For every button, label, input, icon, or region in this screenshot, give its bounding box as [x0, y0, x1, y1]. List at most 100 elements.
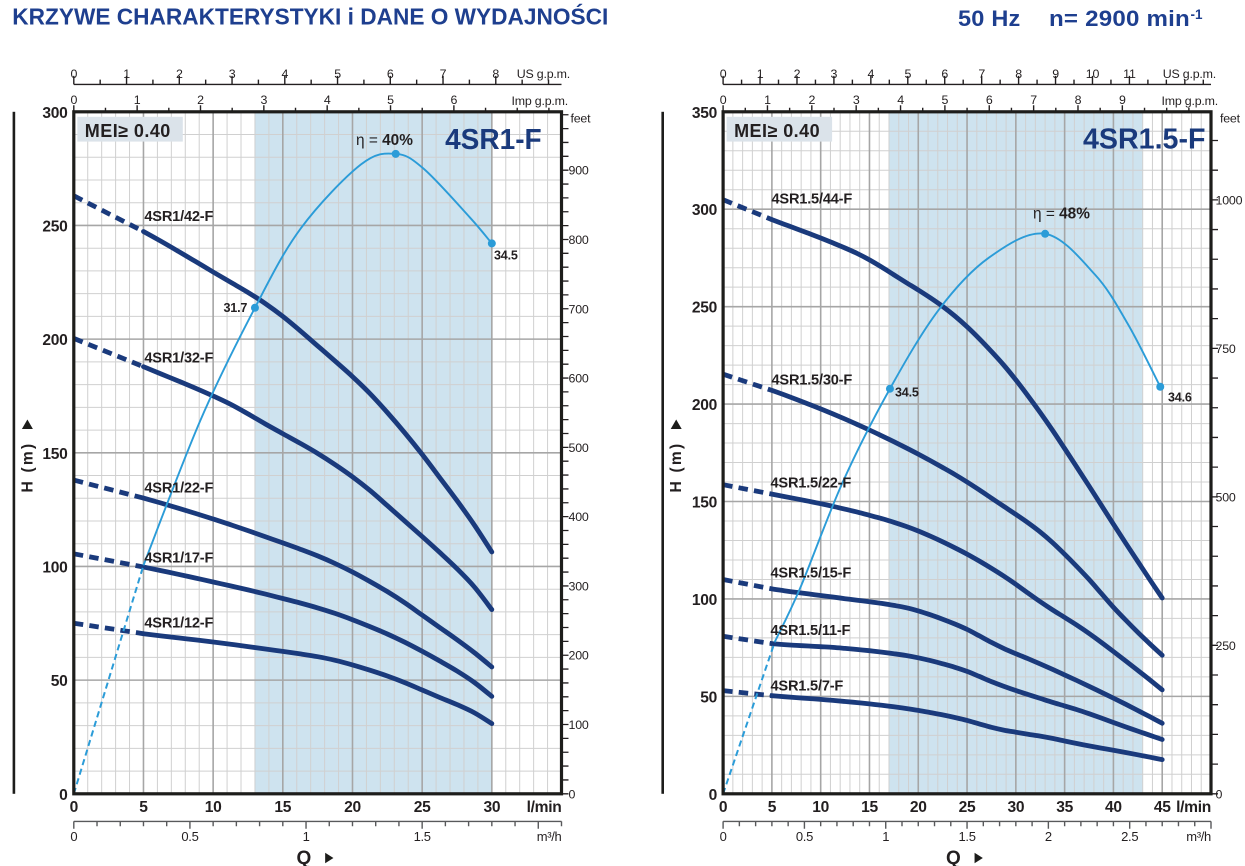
svg-text:500: 500: [1216, 490, 1236, 504]
svg-text:20: 20: [910, 799, 927, 816]
svg-text:4SR1/12-F: 4SR1/12-F: [144, 616, 213, 632]
svg-text:4SR1.5/7-F: 4SR1.5/7-F: [771, 679, 844, 695]
svg-text:0: 0: [70, 799, 79, 816]
svg-text:6: 6: [451, 93, 458, 107]
svg-text:100: 100: [569, 718, 589, 732]
svg-text:150: 150: [42, 446, 68, 463]
svg-text:2: 2: [808, 93, 815, 107]
svg-text:US g.p.m.: US g.p.m.: [1163, 67, 1216, 81]
svg-text:0: 0: [709, 787, 718, 804]
svg-text:9: 9: [1119, 93, 1126, 107]
svg-text:250: 250: [42, 218, 68, 235]
svg-text:1: 1: [134, 93, 141, 107]
svg-text:l/min: l/min: [527, 799, 562, 816]
svg-text:0: 0: [569, 787, 576, 801]
svg-text:4SR1/32-F: 4SR1/32-F: [144, 351, 213, 367]
svg-text:2: 2: [794, 67, 801, 81]
svg-text:5: 5: [139, 799, 148, 816]
svg-text:10: 10: [205, 799, 222, 816]
svg-text:500: 500: [569, 441, 589, 455]
svg-text:40: 40: [1105, 799, 1122, 816]
svg-text:m³/h: m³/h: [537, 829, 562, 844]
svg-text:7: 7: [1030, 93, 1037, 107]
svg-text:25: 25: [959, 799, 976, 816]
svg-text:2: 2: [176, 67, 183, 81]
svg-text:4SR1.5/30-F: 4SR1.5/30-F: [772, 373, 853, 389]
svg-text:300: 300: [42, 105, 68, 122]
svg-text:1.5: 1.5: [414, 829, 431, 844]
svg-text:30: 30: [1007, 799, 1024, 816]
svg-text:2: 2: [197, 93, 204, 107]
svg-text:4SR1/42-F: 4SR1/42-F: [144, 209, 213, 225]
svg-text:15: 15: [861, 799, 878, 816]
svg-text:600: 600: [569, 372, 589, 386]
svg-text:4SR1.5-F: 4SR1.5-F: [1083, 124, 1206, 156]
svg-text:1: 1: [764, 93, 771, 107]
svg-text:31.7: 31.7: [224, 301, 248, 315]
svg-text:4SR1.5/44-F: 4SR1.5/44-F: [772, 192, 853, 208]
svg-text:5: 5: [904, 67, 911, 81]
svg-text:H (m): H (m): [19, 442, 36, 493]
svg-text:1: 1: [303, 829, 310, 844]
svg-text:35: 35: [1056, 799, 1073, 816]
svg-text:5: 5: [942, 93, 949, 107]
svg-text:50 Hz: 50 Hz: [958, 6, 1021, 31]
svg-text:4SR1-F: 4SR1-F: [445, 124, 542, 156]
svg-text:50: 50: [700, 689, 717, 706]
svg-text:0: 0: [70, 93, 77, 107]
svg-text:0: 0: [719, 799, 728, 816]
svg-text:300: 300: [692, 202, 718, 219]
svg-text:1.5: 1.5: [958, 829, 975, 844]
svg-text:1: 1: [123, 67, 130, 81]
svg-text:4: 4: [281, 67, 288, 81]
svg-text:900: 900: [569, 164, 589, 178]
svg-text:3: 3: [260, 93, 267, 107]
svg-text:20: 20: [344, 799, 361, 816]
svg-text:2.5: 2.5: [1121, 829, 1138, 844]
svg-text:Q: Q: [297, 848, 312, 866]
svg-text:400: 400: [569, 510, 589, 524]
svg-text:11: 11: [1123, 67, 1136, 81]
svg-text:6: 6: [986, 93, 993, 107]
svg-text:0: 0: [70, 67, 77, 81]
svg-text:45: 45: [1154, 799, 1171, 816]
svg-text:9: 9: [1052, 67, 1059, 81]
svg-text:0: 0: [1216, 787, 1223, 801]
svg-text:6: 6: [387, 67, 394, 81]
svg-text:4SR1.5/22-F: 4SR1.5/22-F: [771, 476, 852, 492]
svg-text:250: 250: [1216, 639, 1236, 653]
svg-text:7: 7: [440, 67, 447, 81]
svg-text:4SR1.5/11-F: 4SR1.5/11-F: [771, 623, 851, 639]
svg-text:200: 200: [569, 649, 589, 663]
svg-text:100: 100: [42, 559, 68, 576]
svg-text:4SR1/17-F: 4SR1/17-F: [144, 551, 213, 567]
svg-text:200: 200: [42, 332, 68, 349]
svg-text:2: 2: [1045, 829, 1052, 844]
svg-text:0: 0: [70, 829, 77, 844]
svg-text:25: 25: [414, 799, 431, 816]
svg-text:15: 15: [274, 799, 291, 816]
svg-text:30: 30: [483, 799, 500, 816]
svg-text:η = 48%: η = 48%: [1033, 205, 1090, 222]
svg-text:4: 4: [897, 93, 904, 107]
svg-text:10: 10: [812, 799, 829, 816]
svg-text:MEI≥ 0.40: MEI≥ 0.40: [85, 121, 171, 141]
svg-text:50: 50: [51, 673, 68, 690]
svg-text:5: 5: [334, 67, 341, 81]
svg-text:Imp g.p.m.: Imp g.p.m.: [511, 94, 568, 108]
svg-text:3: 3: [853, 93, 860, 107]
svg-text:800: 800: [569, 233, 589, 247]
svg-text:34.6: 34.6: [1168, 391, 1192, 405]
svg-text:200: 200: [692, 397, 718, 414]
svg-text:1: 1: [882, 829, 889, 844]
svg-text:-1: -1: [1191, 7, 1203, 22]
svg-text:3: 3: [229, 67, 236, 81]
svg-text:0: 0: [720, 829, 727, 844]
svg-text:m³/h: m³/h: [1186, 829, 1211, 844]
svg-text:34.5: 34.5: [895, 386, 919, 400]
svg-text:0: 0: [59, 787, 68, 804]
svg-text:η = 40%: η = 40%: [356, 132, 413, 149]
svg-text:0.5: 0.5: [796, 829, 813, 844]
svg-text:100: 100: [692, 592, 718, 609]
svg-text:750: 750: [1216, 342, 1236, 356]
